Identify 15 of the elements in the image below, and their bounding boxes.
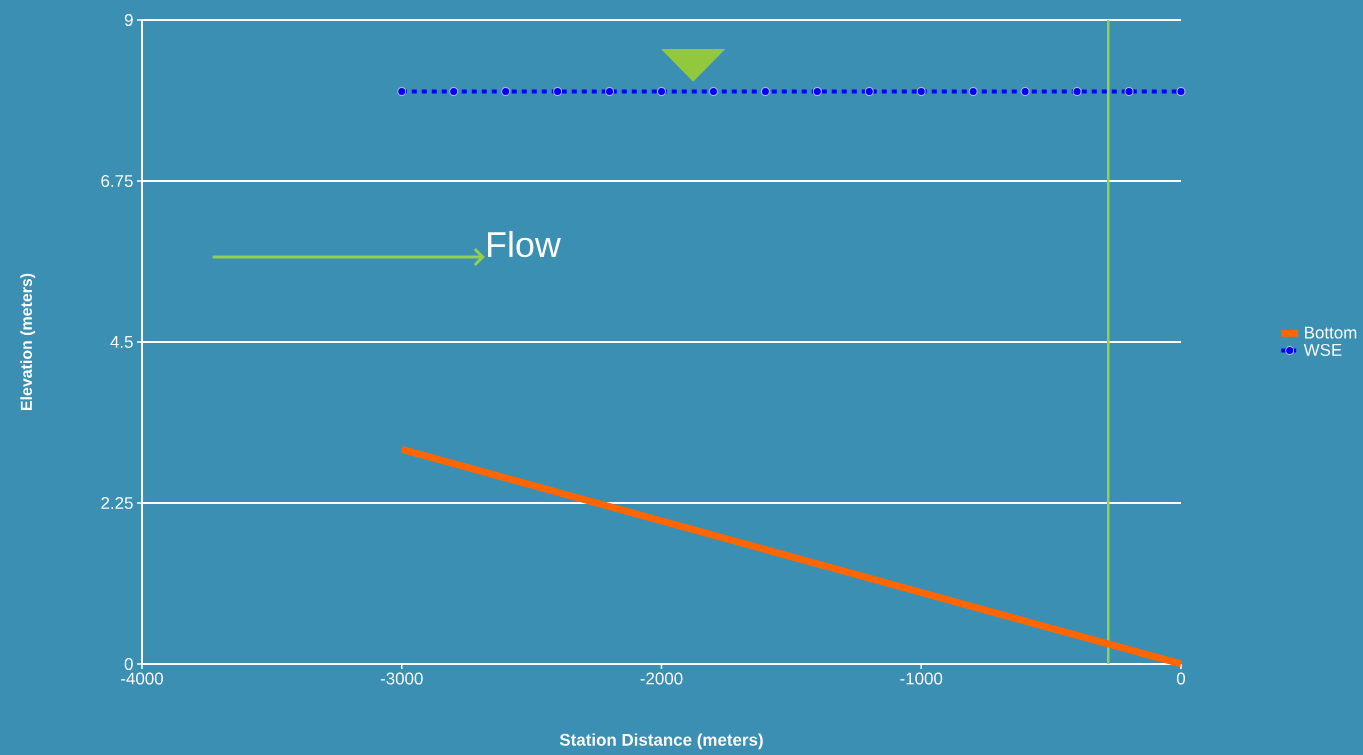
x-tick-label: -1000 (900, 672, 943, 685)
x-tick-label: 0 (1176, 672, 1186, 685)
y-tick-label: 9 (124, 13, 133, 26)
y-tick-label: 0 (124, 658, 133, 670)
x-tick-label: -2000 (640, 672, 683, 685)
y-tick-label: 2.25 (101, 497, 133, 509)
x-tick-label: -3000 (380, 672, 423, 685)
annotation: Flow (488, 230, 561, 258)
x-axis-title: Station Distance (meters) (559, 733, 763, 750)
y-tick-label: 6.75 (101, 174, 133, 187)
x-tick-label: -4000 (121, 672, 163, 685)
y-axis-title: Elevation (meters) (20, 273, 36, 411)
y-tick-label: 4.5 (110, 336, 133, 348)
legend-label: Bottom (1305, 326, 1357, 339)
legend-label: WSE (1303, 343, 1342, 356)
